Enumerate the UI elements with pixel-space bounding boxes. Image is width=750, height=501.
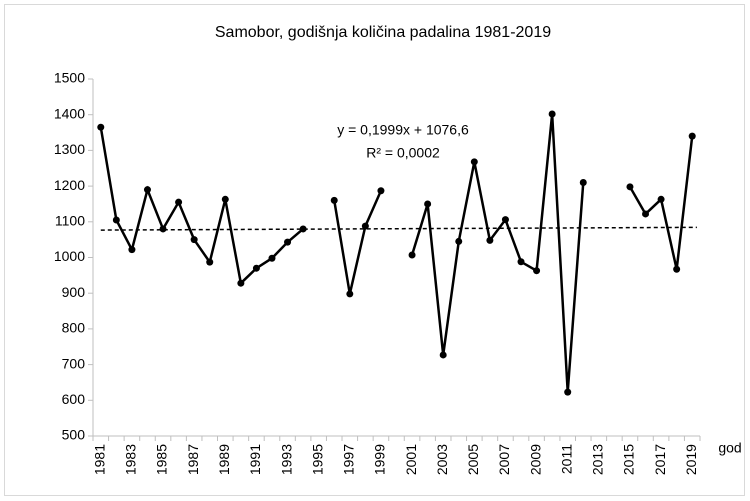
x-tick-label: 2009 (527, 444, 543, 475)
x-tick-label: 2001 (403, 444, 419, 475)
data-point (128, 246, 136, 254)
data-point (252, 264, 260, 272)
x-tick-label: 1997 (341, 444, 357, 475)
x-tick-label: 1981 (91, 444, 107, 475)
series-line (99, 113, 694, 393)
y-tick-label: 1100 (55, 213, 85, 229)
x-tick-label: 2005 (465, 444, 481, 475)
data-point (143, 186, 151, 194)
data-point (424, 200, 432, 208)
data-point (268, 254, 276, 262)
x-tick-label: 1989 (216, 444, 232, 475)
data-point (299, 225, 307, 233)
data-point (548, 110, 556, 118)
data-point (377, 187, 385, 195)
x-axis-label: god (718, 440, 741, 456)
data-point (657, 195, 665, 203)
x-tick-label: 1999 (372, 444, 388, 475)
data-point (221, 195, 229, 203)
x-tick-label: 1995 (309, 444, 325, 475)
data-point (579, 179, 587, 187)
data-point (564, 388, 572, 396)
data-point (688, 132, 696, 140)
data-point (237, 279, 245, 287)
y-tick-label: 1000 (54, 248, 85, 264)
x-tick-label: 2019 (683, 444, 699, 475)
data-point (455, 237, 463, 245)
data-point (533, 267, 541, 275)
data-point (642, 210, 650, 218)
data-point (206, 258, 214, 266)
data-point (361, 222, 369, 230)
data-point (112, 216, 120, 224)
x-tick-label: 2007 (496, 444, 512, 475)
x-tick-label: 1993 (278, 444, 294, 475)
x-tick-label: 2013 (590, 444, 606, 475)
data-point (97, 123, 105, 131)
trend-equation: y = 0,1999x + 1076,6 (337, 122, 469, 138)
trendline (100, 226, 697, 231)
data-point (175, 198, 183, 206)
x-tick-label: 2015 (621, 444, 637, 475)
y-tick-label: 600 (62, 391, 86, 407)
data-point (159, 225, 167, 233)
data-point (486, 236, 494, 244)
y-tick-label: 800 (62, 320, 86, 336)
y-tick-label: 1300 (54, 141, 85, 157)
y-tick-label: 900 (62, 284, 86, 300)
y-tick-label: 500 (62, 427, 86, 443)
x-tick-label: 1987 (185, 444, 201, 475)
y-tick-label: 700 (62, 355, 86, 371)
chart-frame (4, 4, 745, 496)
trend-r2: R² = 0,0002 (366, 145, 440, 161)
x-tick-label: 2017 (652, 444, 668, 475)
data-point (470, 158, 478, 166)
data-point (330, 196, 338, 204)
x-tick-label: 2011 (558, 444, 574, 474)
data-point (284, 238, 292, 246)
y-tick-label: 1400 (54, 105, 85, 121)
data-point (517, 258, 525, 266)
data-point (408, 251, 416, 259)
data-point (190, 236, 198, 244)
data-point (439, 351, 447, 359)
chart-title: Samobor, godišnja količina padalina 1981… (215, 24, 551, 41)
y-tick-label: 1500 (54, 70, 85, 86)
x-tick-label: 1983 (123, 444, 139, 475)
x-tick-label: 1991 (247, 444, 263, 475)
y-tick-label: 1200 (54, 177, 85, 193)
x-tick-label: 1985 (154, 444, 170, 475)
data-point (673, 265, 681, 273)
x-tick-label: 2003 (434, 444, 450, 475)
data-point (346, 290, 354, 298)
data-point (626, 183, 634, 191)
data-point (501, 216, 509, 224)
